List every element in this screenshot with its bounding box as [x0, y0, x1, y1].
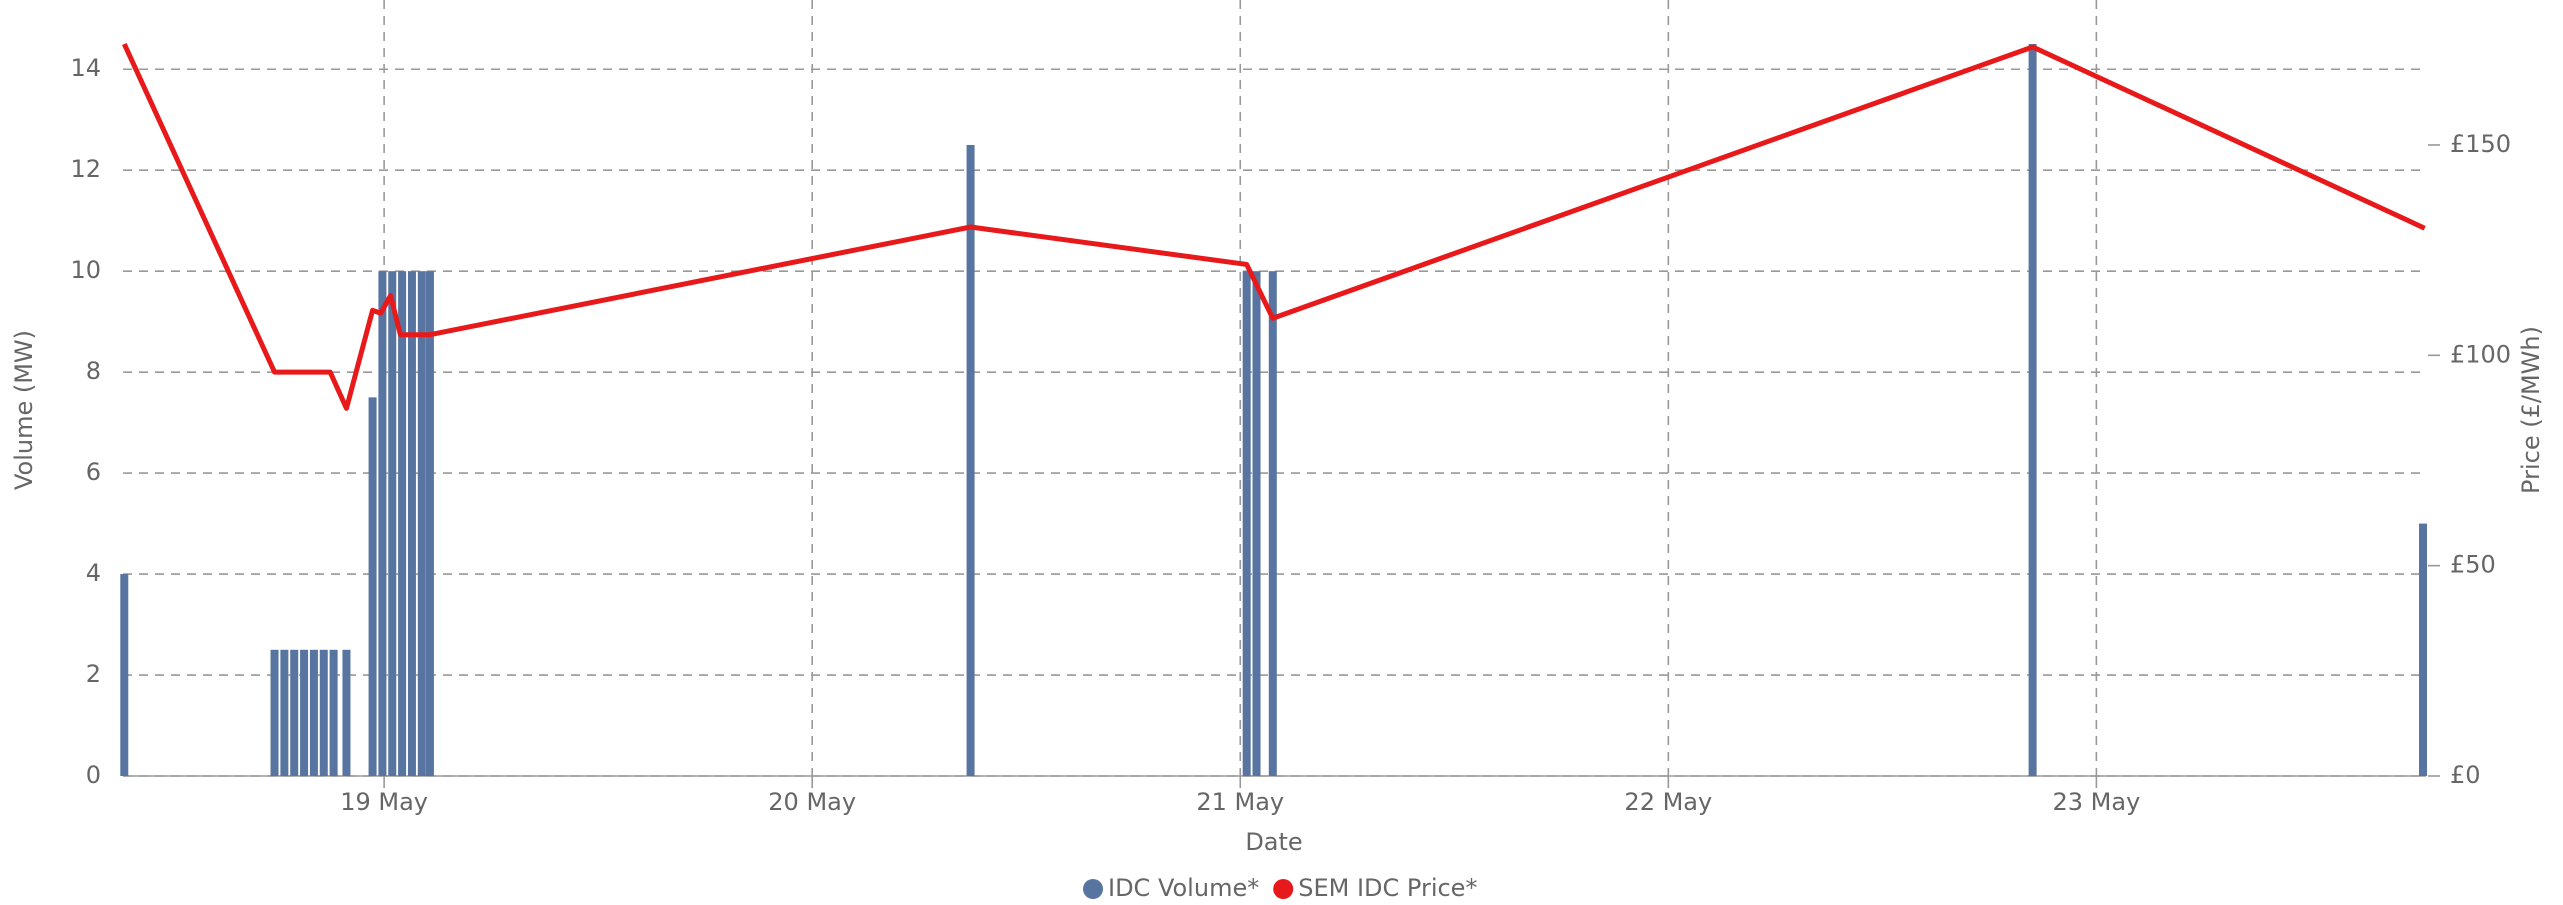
y-tick-label: 6	[86, 458, 101, 486]
bar	[120, 574, 129, 776]
y-tick-label: 12	[70, 155, 101, 183]
bar	[388, 271, 397, 776]
bar	[1252, 271, 1261, 776]
legend-swatch	[1083, 879, 1103, 899]
y2-tick-label: £100	[2450, 340, 2511, 368]
x-tick-label: 19 May	[340, 788, 428, 816]
y2-tick-label: £0	[2450, 761, 2481, 789]
y2-tick-label: £50	[2450, 551, 2496, 579]
bar	[300, 649, 309, 776]
bar	[290, 649, 299, 776]
y-tick-label: 4	[86, 559, 101, 587]
bar	[280, 649, 289, 776]
bar	[342, 649, 351, 776]
y-axis-label: Volume (MW)	[10, 330, 38, 490]
bar	[425, 271, 434, 776]
x-tick-label: 23 May	[2052, 788, 2140, 816]
bar	[407, 271, 416, 776]
legend-label[interactable]: IDC Volume*	[1108, 874, 1259, 902]
y2-tick-label: £150	[2450, 130, 2511, 158]
x-tick-label: 20 May	[768, 788, 856, 816]
bar	[319, 649, 328, 776]
y-tick-label: 8	[86, 357, 101, 385]
bar	[1242, 271, 1251, 776]
bar	[1268, 271, 1277, 776]
bar	[329, 649, 338, 776]
bar	[378, 271, 387, 776]
x-axis-label: Date	[1245, 828, 1302, 856]
legend-swatch	[1273, 879, 1294, 899]
bar	[368, 397, 377, 776]
bar	[2419, 523, 2428, 776]
y2-axis-label: Price (£/MWh)	[2517, 326, 2545, 494]
x-tick-label: 21 May	[1196, 788, 1284, 816]
bar	[309, 649, 318, 776]
x-tick-label: 22 May	[1624, 788, 1712, 816]
bar	[966, 144, 975, 776]
price-line	[122, 42, 2426, 411]
bar	[398, 271, 407, 776]
y-tick-label: 0	[86, 761, 101, 789]
y-tick-label: 10	[70, 256, 101, 284]
legend-label[interactable]: SEM IDC Price*	[1298, 874, 1477, 902]
bar	[270, 649, 279, 776]
bar	[417, 271, 426, 776]
y-tick-label: 14	[70, 54, 101, 82]
bar	[2028, 44, 2037, 776]
y-tick-label: 2	[86, 660, 101, 688]
